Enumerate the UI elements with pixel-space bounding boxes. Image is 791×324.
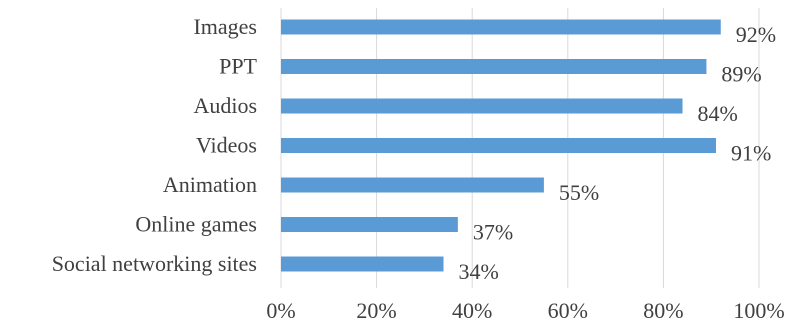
data-label: 34%: [459, 259, 499, 284]
bar-animation: [281, 177, 544, 193]
x-tick-label: 100%: [733, 298, 784, 323]
x-tick-label: 20%: [356, 298, 396, 323]
bar-videos: [281, 138, 716, 153]
x-tick-label: 40%: [452, 298, 492, 323]
x-axis-tick-labels: 0% 20% 40% 60% 80% 100%: [266, 298, 784, 323]
bar-online-games: [281, 217, 458, 232]
bars: [281, 19, 721, 272]
data-label: 89%: [721, 62, 761, 87]
category-label: Videos: [196, 133, 257, 158]
data-label: 91%: [731, 141, 771, 166]
x-tick-label: 0%: [266, 298, 295, 323]
bar-ppt: [281, 59, 707, 74]
data-label: 92%: [736, 22, 776, 47]
category-label: Online games: [135, 212, 257, 237]
data-label: 84%: [698, 101, 738, 126]
data-label: 55%: [559, 180, 599, 205]
category-label: PPT: [219, 54, 257, 79]
data-labels: 92% 89% 84% 91% 55% 37% 34%: [459, 22, 777, 284]
bar-social-networking-sites: [281, 256, 444, 272]
category-label: Social networking sites: [52, 251, 257, 276]
x-tick-label: 80%: [643, 298, 683, 323]
bar-images: [281, 19, 721, 35]
category-label: Audios: [193, 93, 257, 118]
data-label: 37%: [473, 220, 513, 245]
bar-audios: [281, 98, 683, 114]
category-label: Animation: [163, 172, 257, 197]
x-tick-label: 60%: [548, 298, 588, 323]
category-label: Images: [193, 14, 257, 39]
category-labels: Images PPT Audios Videos Animation Online gam…: [52, 14, 258, 276]
